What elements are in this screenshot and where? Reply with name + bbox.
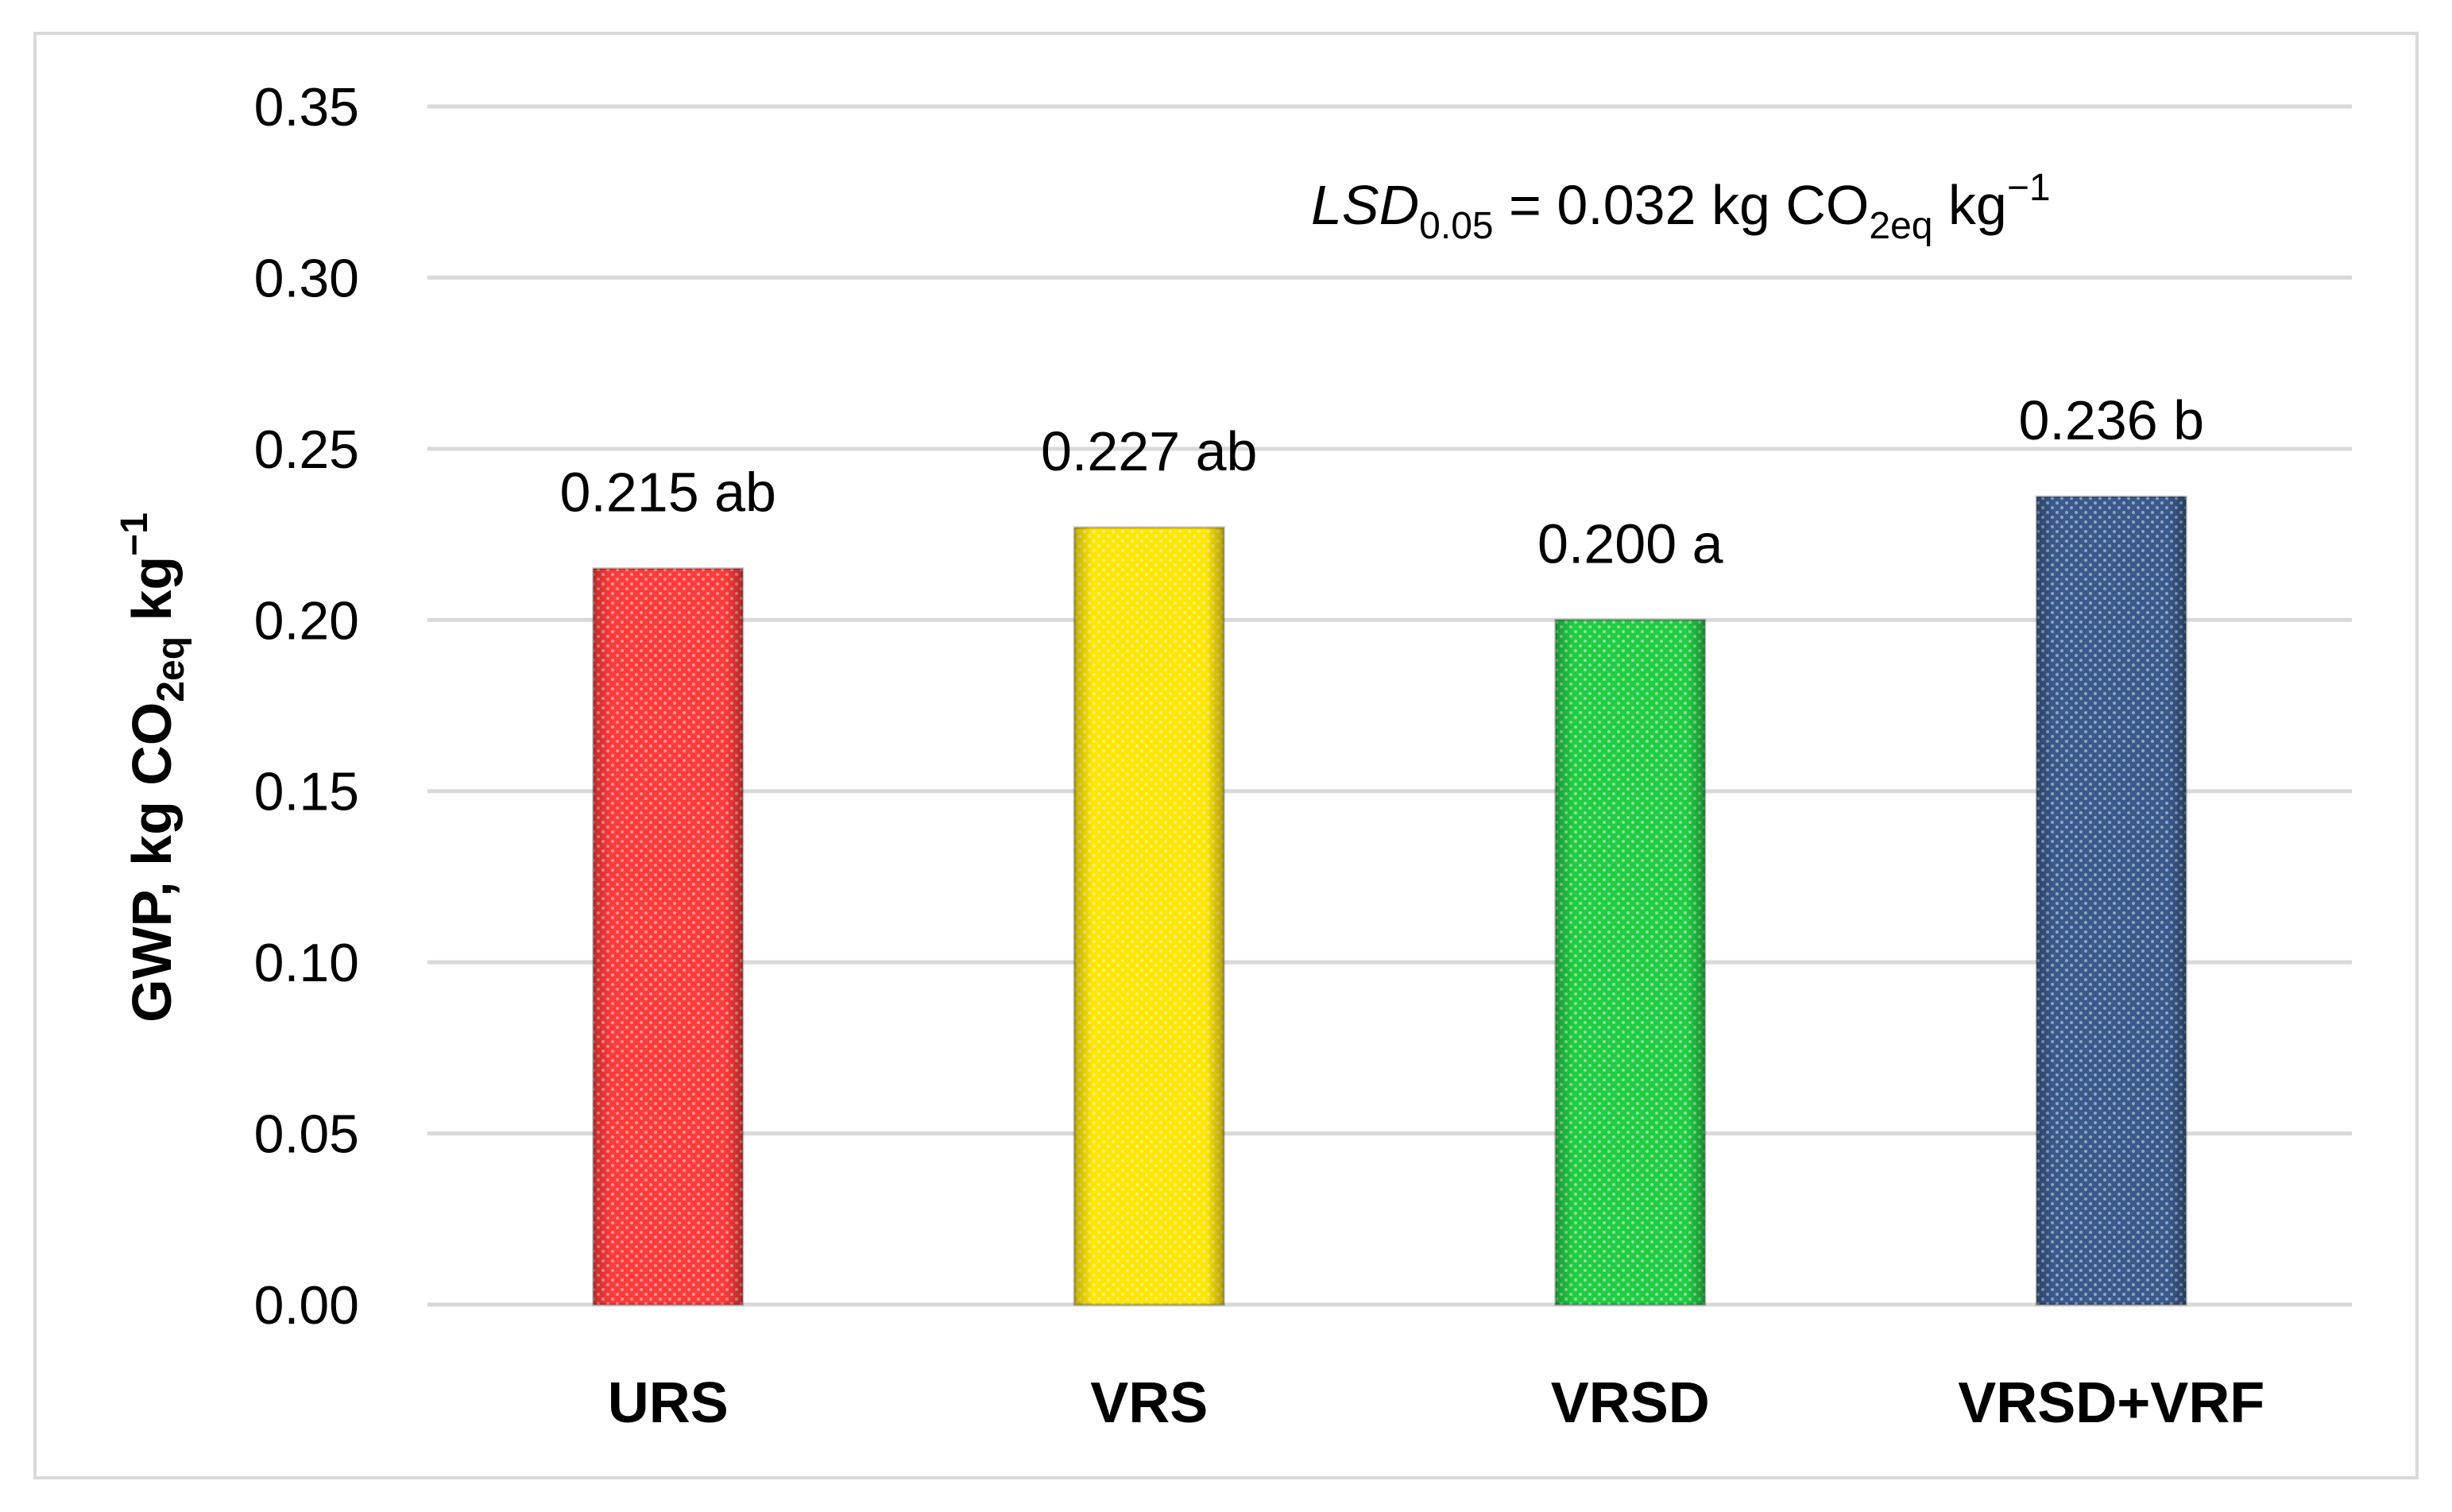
chart-frame [33, 32, 2419, 1479]
bar-urs [592, 567, 744, 1306]
lsd-unit: kg [1932, 174, 2006, 236]
bar-bevel [1554, 618, 1707, 1306]
lsd-sup: −1 [2007, 167, 2051, 209]
bar-bevel [2035, 495, 2187, 1306]
y-tick-label: 0.35 [254, 77, 359, 137]
bar-vrs [1073, 526, 1225, 1306]
y-axis-ticks: 0.00 0.05 0.10 0.15 0.20 0.25 0.30 0.35 [254, 77, 359, 1336]
x-category-label: VRSD [1551, 1371, 1710, 1435]
x-category-label: VRS [1090, 1371, 1208, 1435]
lsd-sub: 2eq [1869, 205, 1932, 247]
x-category-label: URS [608, 1371, 729, 1435]
y-tick-label: 0.10 [254, 933, 359, 993]
data-label: 0.227 ab [1041, 420, 1257, 482]
data-labels: 0.215 ab 0.227 ab 0.200 a 0.236 b [560, 389, 2205, 574]
lsd-annotation: LSD0.05 = 0.032 kg CO2eq kg−1 [1311, 167, 2051, 247]
y-axis-label: GWP, kg CO2eq kg−1 [114, 512, 192, 1023]
data-label: 0.215 ab [560, 462, 776, 524]
y-tick-label: 0.05 [254, 1104, 359, 1165]
bar-vrsd-vrf [2035, 495, 2187, 1306]
y-axis-label-sub: 2eq [150, 636, 192, 702]
y-tick-label: 0.25 [254, 420, 359, 480]
y-tick-label: 0.30 [254, 248, 359, 308]
bars [592, 495, 2187, 1306]
y-tick-label: 0.15 [254, 762, 359, 822]
y-axis-label-sup: −1 [114, 512, 156, 556]
bar-vrsd [1554, 618, 1707, 1306]
y-axis-label-main: GWP, kg CO [121, 702, 183, 1023]
gridlines [427, 104, 2352, 1307]
data-label: 0.236 b [2018, 389, 2204, 451]
y-tick-label: 0.00 [254, 1275, 359, 1336]
y-axis-label-unit: kg [121, 556, 183, 636]
lsd-italic: LSD [1311, 174, 1419, 236]
x-axis-categories: URS VRS VRSD VRSD+VRF [608, 1371, 2265, 1435]
bar-bevel [592, 567, 744, 1306]
bar-bevel [1073, 526, 1225, 1306]
lsd-text: = 0.032 kg CO [1494, 174, 1870, 236]
lsd-italic-sub: 0.05 [1419, 205, 1493, 247]
x-category-label: VRSD+VRF [1958, 1371, 2264, 1435]
data-label: 0.200 a [1537, 512, 1723, 574]
y-tick-label: 0.20 [254, 590, 359, 651]
